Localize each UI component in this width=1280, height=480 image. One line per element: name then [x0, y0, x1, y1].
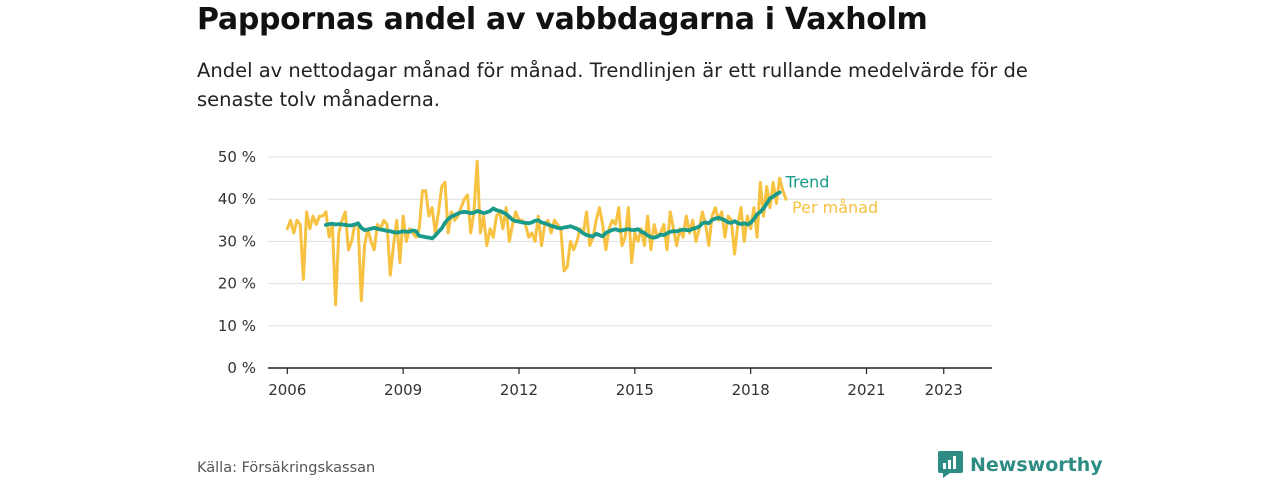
- chart-subtitle: Andel av nettodagar månad för månad. Tre…: [197, 59, 1028, 111]
- series-line-per-manad: [285, 159, 788, 307]
- y-tick-label: 50 %: [218, 148, 256, 166]
- newsworthy-logo-icon: [938, 451, 963, 478]
- y-tick-label: 10 %: [218, 317, 256, 335]
- y-tick-label: 30 %: [218, 232, 256, 250]
- x-tick-label: 2006: [268, 381, 306, 399]
- x-tick-label: 2021: [847, 381, 885, 399]
- brand-name: Newsworthy: [970, 453, 1103, 476]
- source-note: Källa: Försäkringskassan: [197, 460, 376, 476]
- x-tick-label: 2009: [384, 381, 422, 399]
- y-tick-label: 40 %: [218, 190, 256, 208]
- y-tick-label: 0 %: [227, 359, 256, 377]
- series-line-trend: [324, 190, 782, 241]
- series-label-per-manad: Per månad: [792, 198, 878, 217]
- x-tick-label: 2023: [925, 381, 963, 399]
- x-tick-label: 2018: [732, 381, 770, 399]
- y-tick-label: 20 %: [218, 275, 256, 293]
- newsworthy-brand: Newsworthy: [938, 451, 1103, 478]
- x-tick-label: 2012: [500, 381, 538, 399]
- chart-title: Pappornas andel av vabbdagarna i Vaxholm: [197, 2, 928, 37]
- x-tick-label: 2015: [616, 381, 654, 399]
- series-label-trend: Trend: [785, 172, 830, 191]
